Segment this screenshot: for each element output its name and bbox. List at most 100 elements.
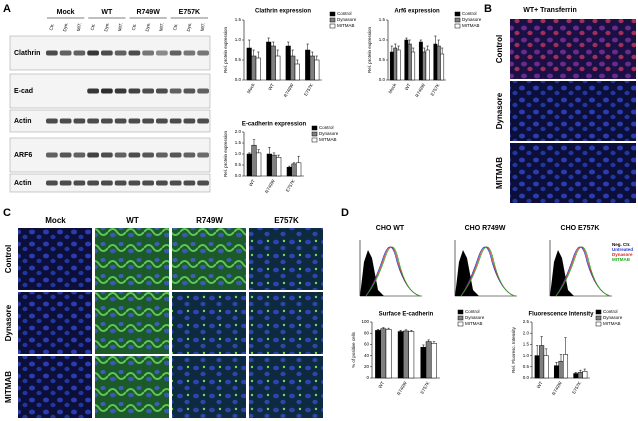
bar: [582, 371, 588, 379]
micrograph: [95, 356, 169, 418]
bar: [285, 45, 291, 81]
micrograph: [95, 228, 169, 290]
bar: [411, 51, 416, 81]
flow-title: CHO R749W: [465, 225, 506, 232]
micrograph: [18, 292, 92, 354]
row-label: Dynasore: [495, 92, 504, 129]
legend-label: Dynasore: [337, 17, 357, 22]
lane-label: Ctr.: [172, 23, 178, 31]
legend-swatch: [595, 321, 602, 327]
micrograph: [18, 228, 92, 290]
band: [142, 118, 154, 124]
lane-label: MIT.: [200, 22, 206, 31]
flow-title: CHO E757K: [561, 225, 600, 232]
x-tick-label: R749W: [283, 82, 295, 98]
band: [114, 118, 127, 124]
band: [156, 152, 168, 158]
flow-title: CHO WT: [376, 225, 405, 232]
legend-swatch: [595, 309, 602, 315]
x-tick-label: E757K: [571, 381, 582, 395]
column-label: R749W: [196, 216, 223, 225]
column-label: E757K: [274, 216, 299, 225]
x-tick-label: E757K: [430, 83, 441, 97]
y-tick-label: 2.0: [523, 330, 530, 335]
x-tick-label: WT: [267, 82, 275, 91]
legend-swatch: [454, 17, 461, 23]
band: [156, 118, 168, 124]
bar: [389, 51, 394, 81]
bar: [553, 365, 559, 379]
band: [197, 88, 209, 94]
bar: [403, 330, 409, 379]
band: [169, 50, 182, 56]
band: [87, 118, 99, 124]
legend-label: MITMAB: [465, 321, 483, 326]
band: [73, 180, 86, 186]
row-label: MITMAB: [495, 157, 504, 189]
y-tick-label: 0.5: [235, 57, 242, 62]
y-tick-label: 0: [366, 375, 369, 380]
bar: [431, 343, 437, 379]
y-tick-label: 20: [364, 364, 370, 369]
flow-legend: Untreated: [612, 247, 633, 252]
lane-label: Ctr.: [131, 23, 137, 31]
band: [87, 180, 99, 186]
legend-label: MITMAB: [319, 137, 337, 142]
flow-legend: Dynasore: [612, 252, 633, 257]
band: [101, 180, 113, 186]
row-label: Control: [4, 245, 13, 273]
band: [128, 180, 141, 186]
lane-label: MIT.: [76, 22, 82, 31]
x-tick-label: Mock: [387, 82, 397, 94]
lane-label: Dyn.: [103, 22, 110, 32]
bar: [558, 360, 564, 379]
band: [169, 88, 182, 94]
column-label: WT: [126, 216, 139, 225]
chart-title: Clathrin expression: [255, 9, 311, 15]
bar: [266, 41, 272, 81]
band: [142, 180, 154, 186]
band: [128, 152, 141, 158]
micrograph: [249, 292, 323, 354]
micrograph: [172, 228, 246, 290]
y-axis-label: % of positive cells: [351, 331, 356, 368]
legend-label: Control: [319, 125, 334, 130]
x-tick-label: E757K: [285, 179, 296, 193]
bar: [436, 45, 441, 81]
flow-curve: [555, 246, 611, 297]
band: [87, 88, 99, 94]
band: [197, 152, 209, 158]
micrograph: [172, 356, 246, 418]
micrograph: [18, 356, 92, 418]
band: [46, 118, 58, 124]
y-tick-label: 0.0: [379, 77, 386, 82]
chart-title: E-cadherin expression: [242, 122, 307, 128]
band: [183, 118, 196, 124]
legend-label: MITMAB: [603, 321, 621, 326]
band: [59, 50, 72, 56]
micrograph: [172, 292, 246, 354]
bar: [577, 372, 583, 379]
band: [169, 180, 182, 186]
flow-legend: MITMAB: [612, 257, 631, 262]
legend-swatch: [329, 17, 336, 23]
band: [46, 50, 58, 56]
neg-control-peak: [455, 250, 479, 296]
bar: [380, 328, 387, 379]
legend-swatch: [311, 125, 318, 131]
band: [156, 88, 168, 94]
bar: [396, 49, 401, 81]
x-tick-label: WT: [404, 82, 412, 91]
legend-label: MITMAB: [337, 23, 355, 28]
row-label: Control: [495, 35, 504, 63]
bar: [425, 49, 430, 81]
bar: [422, 51, 427, 81]
micrograph: [510, 143, 636, 203]
y-tick-label: 1.0: [379, 37, 386, 42]
band: [128, 118, 141, 124]
y-axis-label: Rel. protein expression: [223, 26, 228, 73]
y-tick-label: 0.0: [235, 173, 242, 178]
y-tick-label: 1.0: [523, 353, 530, 358]
band: [73, 50, 86, 56]
x-tick-label: E757K: [419, 381, 430, 395]
